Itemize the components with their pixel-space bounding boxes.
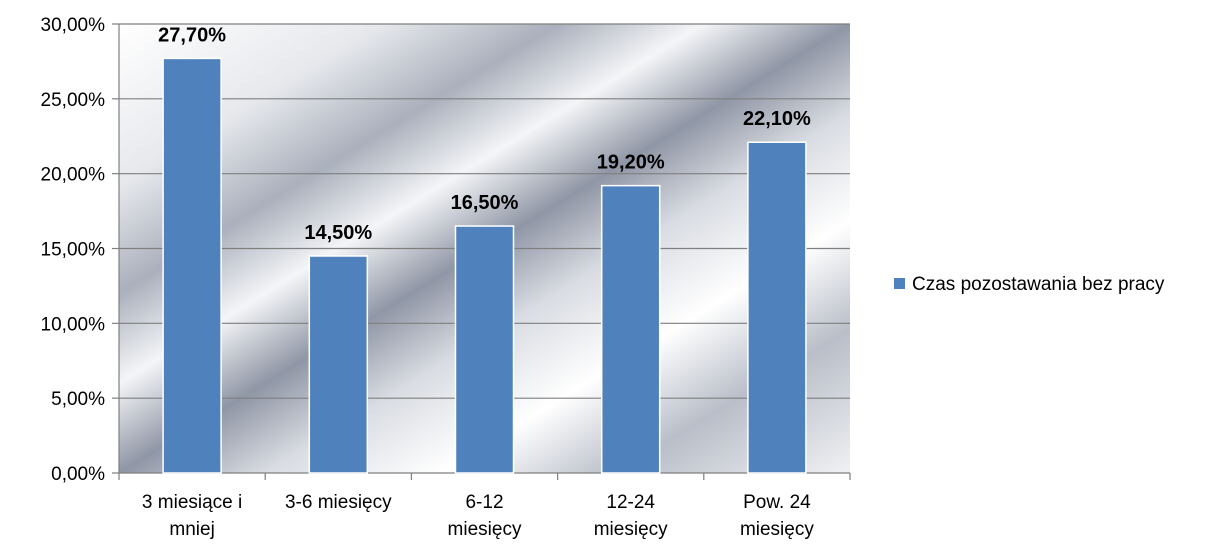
x-tick-label: miesięcy xyxy=(594,519,668,540)
x-tick-label: 3 miesiące i xyxy=(142,492,242,513)
y-tick-label: 30,00% xyxy=(41,15,106,36)
x-tick-label: Pow. 24 xyxy=(743,492,811,513)
legend-label: Czas pozostawania bez pracy xyxy=(912,274,1165,295)
y-tick-label: 15,00% xyxy=(41,240,106,261)
x-tick-label: miesięcy xyxy=(448,519,522,540)
bar xyxy=(454,225,515,474)
x-tick-label: 6-12 xyxy=(465,492,503,513)
y-tick-label: 10,00% xyxy=(41,314,106,335)
bars xyxy=(162,57,807,474)
y-tick-label: 5,00% xyxy=(51,389,105,410)
y-tick-label: 20,00% xyxy=(41,165,106,186)
x-tick-label: 12-24 xyxy=(606,492,655,513)
x-tick-label: 3-6 miesięcy xyxy=(285,492,392,513)
bar xyxy=(162,57,222,474)
data-label: 14,50% xyxy=(304,222,372,244)
bar xyxy=(747,141,807,474)
x-tick-label: miesięcy xyxy=(740,519,814,540)
bar xyxy=(308,255,369,474)
y-tick-label: 0,00% xyxy=(51,464,105,485)
data-label: 27,70% xyxy=(158,24,226,46)
bar xyxy=(600,184,661,474)
data-label: 19,20% xyxy=(597,152,665,174)
labels: 0,00% 5,00% 10,00% 15,00% 20,00% 25,00% 30,00%… xyxy=(41,15,815,540)
data-label: 22,10% xyxy=(743,108,811,130)
data-label: 16,50% xyxy=(451,192,519,214)
y-tick-label: 25,00% xyxy=(41,90,106,111)
legend: Czas pozostawania bez pracy xyxy=(894,274,1165,295)
x-tick-label: mniej xyxy=(169,519,214,540)
legend-swatch xyxy=(894,278,905,289)
